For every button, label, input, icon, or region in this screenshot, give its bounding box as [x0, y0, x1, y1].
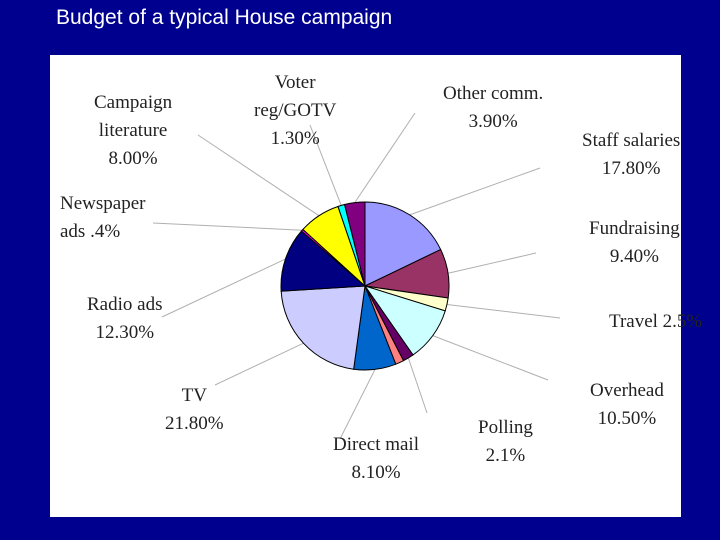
leader-line [354, 112, 416, 203]
slice-label-line: ads .4% [60, 221, 121, 242]
slice-label: Voter reg/GOTV 1.30% [254, 69, 336, 153]
slice-label: Campaign literature 8.00% [94, 89, 172, 173]
pie-chart [152, 112, 561, 440]
slice-label: Travel 2.5% [609, 308, 702, 336]
leader-line [339, 369, 376, 440]
slice-label-line: Fundraising [589, 218, 680, 239]
slice-label-line: reg/GOTV [254, 100, 337, 121]
slide-title: Budget of a typical House campaign [56, 6, 393, 29]
slice-label-line: 21.80% [165, 413, 224, 434]
slice-label-line: Other comm. [443, 83, 544, 104]
leader-line [432, 335, 549, 381]
slice-label: Staff salaries 17.80% [582, 127, 680, 183]
slice-label-line: 2.1% [485, 445, 526, 466]
pie-slice [280, 230, 367, 292]
leader-line [407, 357, 428, 414]
leader-line [152, 222, 303, 231]
slice-label: TV 21.80% [165, 382, 224, 438]
slice-label-line: 10.50% [597, 408, 657, 429]
leader-line [409, 167, 541, 216]
slice-label: Other comm. 3.90% [443, 80, 543, 136]
slice-label: Newspaper ads .4% [60, 190, 145, 246]
leader-line [446, 304, 561, 319]
slice-label-line: Polling [478, 417, 533, 438]
slice-label-line: Radio ads [87, 294, 163, 315]
slice-label: Radio ads 12.30% [87, 291, 162, 347]
slice-label-line: 1.30% [270, 128, 320, 149]
slice-label-line: 17.80% [601, 158, 661, 179]
slice-label-line: Newspaper [60, 193, 146, 214]
leader-line [197, 134, 320, 217]
slice-label-line: Voter [274, 72, 316, 93]
pie-slice [343, 201, 366, 287]
slice-label-line: 8.00% [108, 148, 158, 169]
slice-label-line: Campaign [94, 92, 173, 113]
slice-label: Fundraising 9.40% [589, 215, 680, 271]
chart-panel: Staff salaries 17.80% Fundraising 9.40% Trav… [50, 55, 702, 517]
slice-label-line: literature [98, 120, 168, 141]
leader-line [447, 252, 537, 274]
slice-label-line: Staff salaries [582, 130, 681, 151]
slice-label-line: Travel 2.5% [609, 311, 703, 332]
slice-label: Overhead 10.50% [590, 377, 664, 433]
pie-slice [364, 201, 442, 287]
slice-label-line: 8.10% [351, 462, 401, 483]
leader-line [214, 342, 304, 386]
slice-label-line: TV [181, 385, 207, 406]
slice-label-line: 12.30% [95, 322, 155, 343]
slice-label-line: 3.90% [468, 111, 518, 132]
slice-label-line: 9.40% [609, 246, 659, 267]
pie-slice [280, 285, 366, 370]
leader-line [161, 258, 286, 318]
slice-label: Direct mail 8.10% [333, 431, 419, 487]
slice-label-line: Direct mail [333, 434, 419, 455]
slice-label-line: Overhead [590, 380, 664, 401]
leader-line [309, 124, 342, 206]
slice-label: Polling 2.1% [478, 414, 533, 470]
